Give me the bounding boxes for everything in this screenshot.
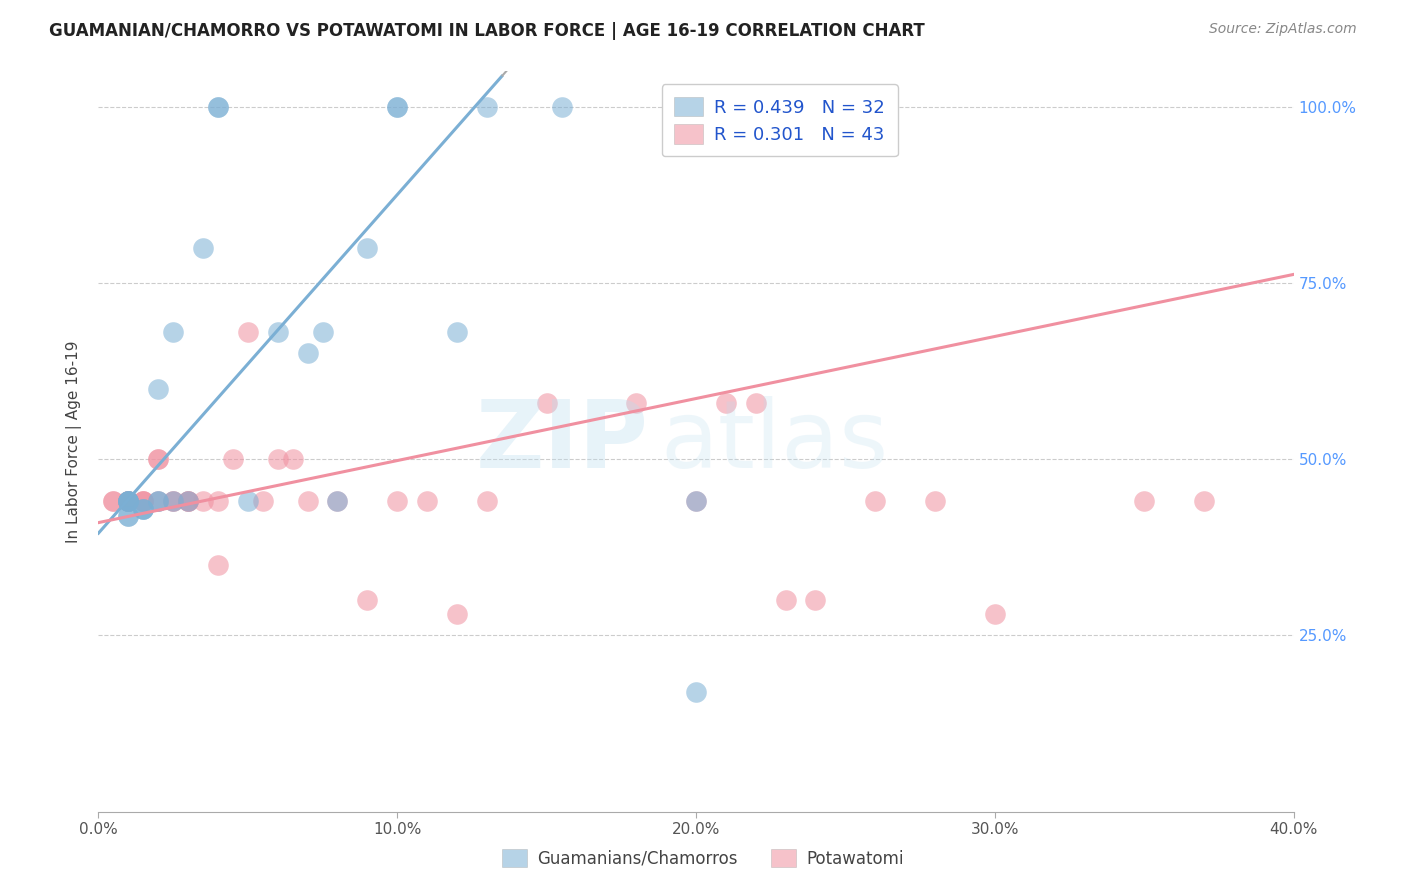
Point bbox=[207, 494, 229, 508]
Point bbox=[536, 396, 558, 410]
Point bbox=[117, 494, 139, 508]
Point bbox=[132, 501, 155, 516]
Point bbox=[281, 452, 304, 467]
Point bbox=[103, 494, 125, 508]
Point bbox=[984, 607, 1007, 622]
Point bbox=[446, 607, 468, 622]
Point bbox=[297, 494, 319, 508]
Point bbox=[103, 494, 125, 508]
Point bbox=[626, 396, 648, 410]
Point bbox=[117, 494, 139, 508]
Point bbox=[297, 346, 319, 360]
Text: GUAMANIAN/CHAMORRO VS POTAWATOMI IN LABOR FORCE | AGE 16-19 CORRELATION CHART: GUAMANIAN/CHAMORRO VS POTAWATOMI IN LABO… bbox=[49, 22, 925, 40]
Point bbox=[132, 501, 155, 516]
Point bbox=[416, 494, 439, 508]
Point bbox=[177, 494, 200, 508]
Point bbox=[446, 325, 468, 339]
Point bbox=[177, 494, 200, 508]
Point bbox=[311, 325, 333, 339]
Point bbox=[685, 494, 707, 508]
Point bbox=[117, 494, 139, 508]
Point bbox=[685, 685, 707, 699]
Point bbox=[148, 382, 170, 396]
Point bbox=[924, 494, 946, 508]
Point bbox=[132, 494, 155, 508]
Point bbox=[132, 501, 155, 516]
Point bbox=[252, 494, 274, 508]
Point bbox=[162, 494, 184, 508]
Point bbox=[117, 508, 139, 523]
Point bbox=[207, 100, 229, 114]
Point bbox=[177, 494, 200, 508]
Point bbox=[385, 100, 409, 114]
Point bbox=[1133, 494, 1156, 508]
Point bbox=[236, 494, 259, 508]
Y-axis label: In Labor Force | Age 16-19: In Labor Force | Age 16-19 bbox=[66, 340, 83, 543]
Point bbox=[685, 494, 707, 508]
Point bbox=[207, 558, 229, 572]
Point bbox=[385, 100, 409, 114]
Point bbox=[326, 494, 349, 508]
Point bbox=[475, 494, 498, 508]
Point bbox=[117, 494, 139, 508]
Point bbox=[162, 325, 184, 339]
Point bbox=[148, 494, 170, 508]
Point bbox=[804, 593, 827, 607]
Point bbox=[714, 396, 737, 410]
Point bbox=[207, 100, 229, 114]
Point bbox=[117, 494, 139, 508]
Point bbox=[356, 241, 378, 255]
Point bbox=[148, 494, 170, 508]
Point bbox=[162, 494, 184, 508]
Text: ZIP: ZIP bbox=[475, 395, 648, 488]
Point bbox=[132, 494, 155, 508]
Point bbox=[117, 508, 139, 523]
Point bbox=[356, 593, 378, 607]
Point bbox=[117, 494, 139, 508]
Legend: Guamanians/Chamorros, Potawatomi: Guamanians/Chamorros, Potawatomi bbox=[496, 843, 910, 874]
Point bbox=[865, 494, 887, 508]
Point bbox=[222, 452, 245, 467]
Text: Source: ZipAtlas.com: Source: ZipAtlas.com bbox=[1209, 22, 1357, 37]
Point bbox=[775, 593, 797, 607]
Point bbox=[191, 241, 214, 255]
Point bbox=[177, 494, 200, 508]
Point bbox=[236, 325, 259, 339]
Point bbox=[385, 494, 409, 508]
Point bbox=[326, 494, 349, 508]
Point bbox=[117, 494, 139, 508]
Point bbox=[745, 396, 768, 410]
Point bbox=[148, 452, 170, 467]
Point bbox=[191, 494, 214, 508]
Point bbox=[117, 494, 139, 508]
Point bbox=[148, 494, 170, 508]
Point bbox=[267, 325, 290, 339]
Point bbox=[132, 494, 155, 508]
Point bbox=[475, 100, 498, 114]
Point bbox=[148, 452, 170, 467]
Point bbox=[1192, 494, 1215, 508]
Text: atlas: atlas bbox=[661, 395, 889, 488]
Point bbox=[162, 494, 184, 508]
Legend: R = 0.439   N = 32, R = 0.301   N = 43: R = 0.439 N = 32, R = 0.301 N = 43 bbox=[662, 84, 897, 156]
Point bbox=[550, 100, 572, 114]
Point bbox=[267, 452, 290, 467]
